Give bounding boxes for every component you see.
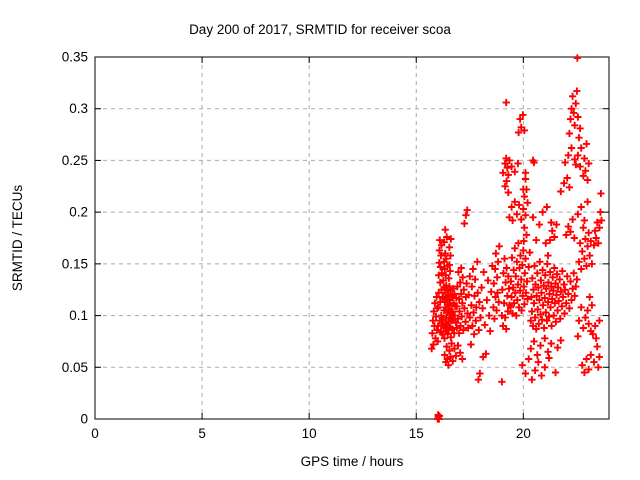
y-tick-labels: 0 0.05 0.1 0.15 0.2 0.25 0.3 0.35 xyxy=(62,50,88,427)
plus-markers xyxy=(428,54,606,423)
y-tick-label: 0.15 xyxy=(62,256,88,271)
x-tick-labels: 0 5 10 15 20 xyxy=(91,426,531,441)
y-tick-label: 0.3 xyxy=(69,101,88,116)
x-axis-label: GPS time / hours xyxy=(301,454,404,469)
x-tick-label: 15 xyxy=(409,426,424,441)
y-tick-label: 0.35 xyxy=(62,50,88,65)
y-tick-label: 0.2 xyxy=(69,205,88,220)
x-tick-label: 10 xyxy=(302,426,317,441)
plot-border xyxy=(94,56,610,420)
x-tick-label: 5 xyxy=(198,426,206,441)
y-tick-label: 0.05 xyxy=(62,360,88,375)
scatter-points xyxy=(428,54,606,423)
x-tick-label: 20 xyxy=(516,426,531,441)
chart-title: Day 200 of 2017, SRMTID for receiver sco… xyxy=(189,22,451,37)
x-tick-label: 0 xyxy=(91,426,99,441)
y-axis-label: SRMTID / TECUs xyxy=(10,185,25,292)
grid-lines xyxy=(95,57,609,419)
y-tick-label: 0.25 xyxy=(62,153,88,168)
y-tick-label: 0.1 xyxy=(69,308,88,323)
axis-ticks xyxy=(94,56,609,420)
y-tick-label: 0 xyxy=(80,412,88,427)
